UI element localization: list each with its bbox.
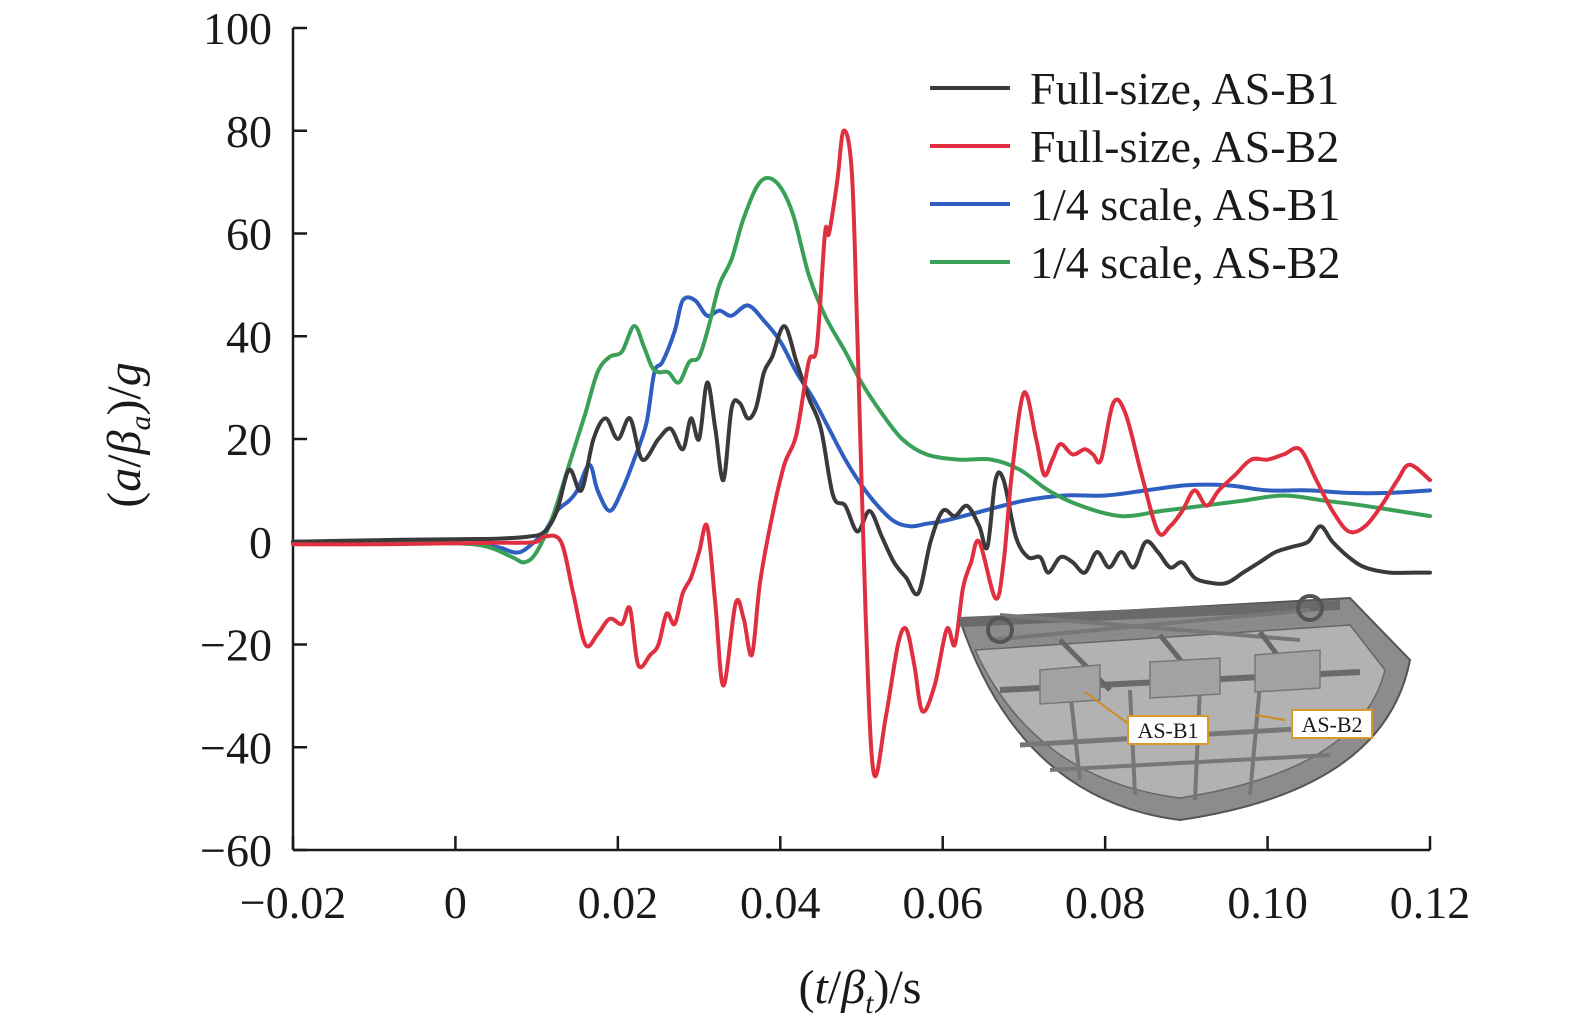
x-tick-label: 0.08 xyxy=(1065,877,1146,928)
legend: Full-size, AS-B1 Full-size, AS-B2 1/4 scal… xyxy=(930,63,1340,288)
x-tick-label: 0.12 xyxy=(1390,877,1471,928)
y-tick-label: 20 xyxy=(226,414,272,465)
axes: −0.02 0 0.02 0.04 0.06 0.08 0.10 0.12 −60 −40 −20 0… xyxy=(200,3,1470,928)
inset-label-as-b2: AS-B2 xyxy=(1301,712,1362,737)
x-tick-label: −0.02 xyxy=(240,877,346,928)
x-tick-label: 0.10 xyxy=(1227,877,1308,928)
inset-label-as-b1: AS-B1 xyxy=(1137,718,1198,743)
y-axis-label: (a/βa)/g xyxy=(98,362,157,508)
series-line-1 xyxy=(291,128,1432,779)
x-tick-label: 0.04 xyxy=(740,877,821,928)
y-tick-label: −60 xyxy=(200,825,272,876)
legend-label-0: Full-size, AS-B1 xyxy=(1030,63,1339,114)
y-tick-label: 80 xyxy=(226,106,272,157)
x-tick-label: 0 xyxy=(444,877,467,928)
y-tick-label: 0 xyxy=(249,517,272,568)
y-tick-label: 60 xyxy=(226,209,272,260)
inset-label-as-b1-box xyxy=(1127,715,1209,745)
x-tick-label: 0.06 xyxy=(902,877,983,928)
y-tick-label: −20 xyxy=(200,620,272,671)
y-tick-label: 40 xyxy=(226,311,272,362)
x-tick-label: 0.02 xyxy=(578,877,659,928)
legend-label-1: Full-size, AS-B2 xyxy=(1030,121,1339,172)
legend-label-3: 1/4 scale, AS-B2 xyxy=(1030,237,1340,288)
inset-structure-image: AS-B1 AS-B2 xyxy=(958,594,1412,822)
x-axis-label: (t/βt)/s xyxy=(799,961,922,1020)
series-line-0 xyxy=(291,323,1432,597)
legend-label-2: 1/4 scale, AS-B1 xyxy=(1030,179,1340,230)
data-lines xyxy=(291,128,1432,779)
y-tick-label: −40 xyxy=(200,722,272,773)
inset-label-as-b2-box xyxy=(1291,709,1373,739)
y-tick-label: 100 xyxy=(203,3,272,54)
